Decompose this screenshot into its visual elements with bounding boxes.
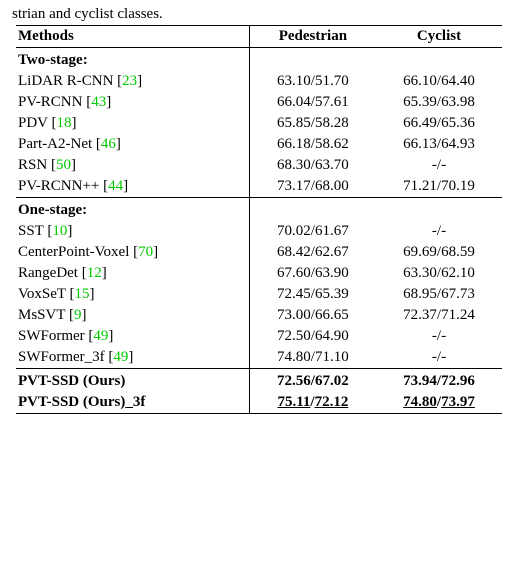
- method-name: SST [10]: [16, 221, 249, 242]
- table-row: RangeDet [12]67.60/63.9063.30/62.10: [16, 263, 502, 284]
- table-row: MsSVT [9]73.00/66.6572.37/71.24: [16, 305, 502, 326]
- table-row: PV-RCNN [43]66.04/57.6165.39/63.98: [16, 92, 502, 113]
- citation: 18: [57, 115, 72, 131]
- citation: 10: [52, 223, 67, 239]
- header-pedestrian: Pedestrian: [249, 26, 376, 48]
- table-row: SST [10]70.02/61.67-/-: [16, 221, 502, 242]
- citation: 12: [87, 265, 102, 281]
- table-row-ours: PVT-SSD (Ours)_3f75.11/72.1274.80/73.97: [16, 392, 502, 414]
- table-row: LiDAR R-CNN [23]63.10/51.7066.10/64.40: [16, 71, 502, 92]
- method-name: PV-RCNN [43]: [16, 92, 249, 113]
- value-cell: 65.85/58.28: [249, 113, 376, 134]
- value-cell: 68.30/63.70: [249, 155, 376, 176]
- citation: 15: [75, 286, 90, 302]
- section-one-stage: One-stage:: [16, 198, 502, 222]
- method-name: PVT-SSD (Ours)_3f: [16, 392, 249, 414]
- value-cell: 73.00/66.65: [249, 305, 376, 326]
- value-cell: -/-: [376, 347, 502, 369]
- table-row: SWFormer [49]72.50/64.90-/-: [16, 326, 502, 347]
- value-cell: 67.60/63.90: [249, 263, 376, 284]
- value-cell: 66.49/65.36: [376, 113, 502, 134]
- citation: 49: [93, 328, 108, 344]
- header-row: Methods Pedestrian Cyclist: [16, 26, 502, 48]
- value-cell: 74.80/73.97: [376, 392, 502, 414]
- method-name: CenterPoint-Voxel [70]: [16, 242, 249, 263]
- citation: 50: [56, 157, 71, 173]
- method-name: PDV [18]: [16, 113, 249, 134]
- method-name: MsSVT [9]: [16, 305, 249, 326]
- citation: 46: [101, 136, 116, 152]
- method-name: VoxSeT [15]: [16, 284, 249, 305]
- citation: 43: [91, 94, 106, 110]
- value-cell: 66.10/64.40: [376, 71, 502, 92]
- value-cell: 72.37/71.24: [376, 305, 502, 326]
- citation: 44: [108, 178, 123, 194]
- value-cell: 66.13/64.93: [376, 134, 502, 155]
- value-cell: 68.42/62.67: [249, 242, 376, 263]
- value-cell: -/-: [376, 155, 502, 176]
- one-stage-label: One-stage:: [16, 198, 249, 222]
- value-cell: 65.39/63.98: [376, 92, 502, 113]
- table-row: CenterPoint-Voxel [70]68.42/62.6769.69/6…: [16, 242, 502, 263]
- table-row: PV-RCNN++ [44]73.17/68.0071.21/70.19: [16, 176, 502, 198]
- method-name: SWFormer_3f [49]: [16, 347, 249, 369]
- method-name: PV-RCNN++ [44]: [16, 176, 249, 198]
- method-name: LiDAR R-CNN [23]: [16, 71, 249, 92]
- table-row: Part-A2-Net [46]66.18/58.6266.13/64.93: [16, 134, 502, 155]
- section-two-stage: Two-stage:: [16, 48, 502, 72]
- value-cell: 66.18/58.62: [249, 134, 376, 155]
- empty-cell: [249, 48, 376, 72]
- value-cell: 72.56/67.02: [249, 369, 376, 393]
- method-name: SWFormer [49]: [16, 326, 249, 347]
- table-row: PDV [18]65.85/58.2866.49/65.36: [16, 113, 502, 134]
- table-row: RSN [50]68.30/63.70-/-: [16, 155, 502, 176]
- citation: 23: [122, 73, 137, 89]
- value-cell: 75.11/72.12: [249, 392, 376, 414]
- header-methods: Methods: [16, 26, 249, 48]
- empty-cell: [249, 198, 376, 222]
- value-cell: 68.95/67.73: [376, 284, 502, 305]
- method-name: RangeDet [12]: [16, 263, 249, 284]
- empty-cell: [376, 198, 502, 222]
- value-cell: 71.21/70.19: [376, 176, 502, 198]
- value-cell: 69.69/68.59: [376, 242, 502, 263]
- citation: 70: [138, 244, 153, 260]
- citation: 9: [74, 307, 82, 323]
- table-row-ours: PVT-SSD (Ours)72.56/67.0273.94/72.96: [16, 369, 502, 393]
- method-name: RSN [50]: [16, 155, 249, 176]
- value-cell: 63.30/62.10: [376, 263, 502, 284]
- value-cell: 73.17/68.00: [249, 176, 376, 198]
- two-stage-label: Two-stage:: [16, 48, 249, 72]
- value-cell: 73.94/72.96: [376, 369, 502, 393]
- value-cell: 63.10/51.70: [249, 71, 376, 92]
- value-cell: 72.45/65.39: [249, 284, 376, 305]
- value-cell: -/-: [376, 326, 502, 347]
- method-name: PVT-SSD (Ours): [16, 369, 249, 393]
- caption-fragment: strian and cyclist classes.: [12, 6, 502, 23]
- citation: 49: [113, 349, 128, 365]
- value-cell: 66.04/57.61: [249, 92, 376, 113]
- value-cell: -/-: [376, 221, 502, 242]
- results-table: Methods Pedestrian Cyclist Two-stage: Li…: [16, 25, 502, 414]
- value-cell: 70.02/61.67: [249, 221, 376, 242]
- header-cyclist: Cyclist: [376, 26, 502, 48]
- table-row: SWFormer_3f [49]74.80/71.10-/-: [16, 347, 502, 369]
- empty-cell: [376, 48, 502, 72]
- value-cell: 74.80/71.10: [249, 347, 376, 369]
- value-cell: 72.50/64.90: [249, 326, 376, 347]
- table-row: VoxSeT [15]72.45/65.3968.95/67.73: [16, 284, 502, 305]
- method-name: Part-A2-Net [46]: [16, 134, 249, 155]
